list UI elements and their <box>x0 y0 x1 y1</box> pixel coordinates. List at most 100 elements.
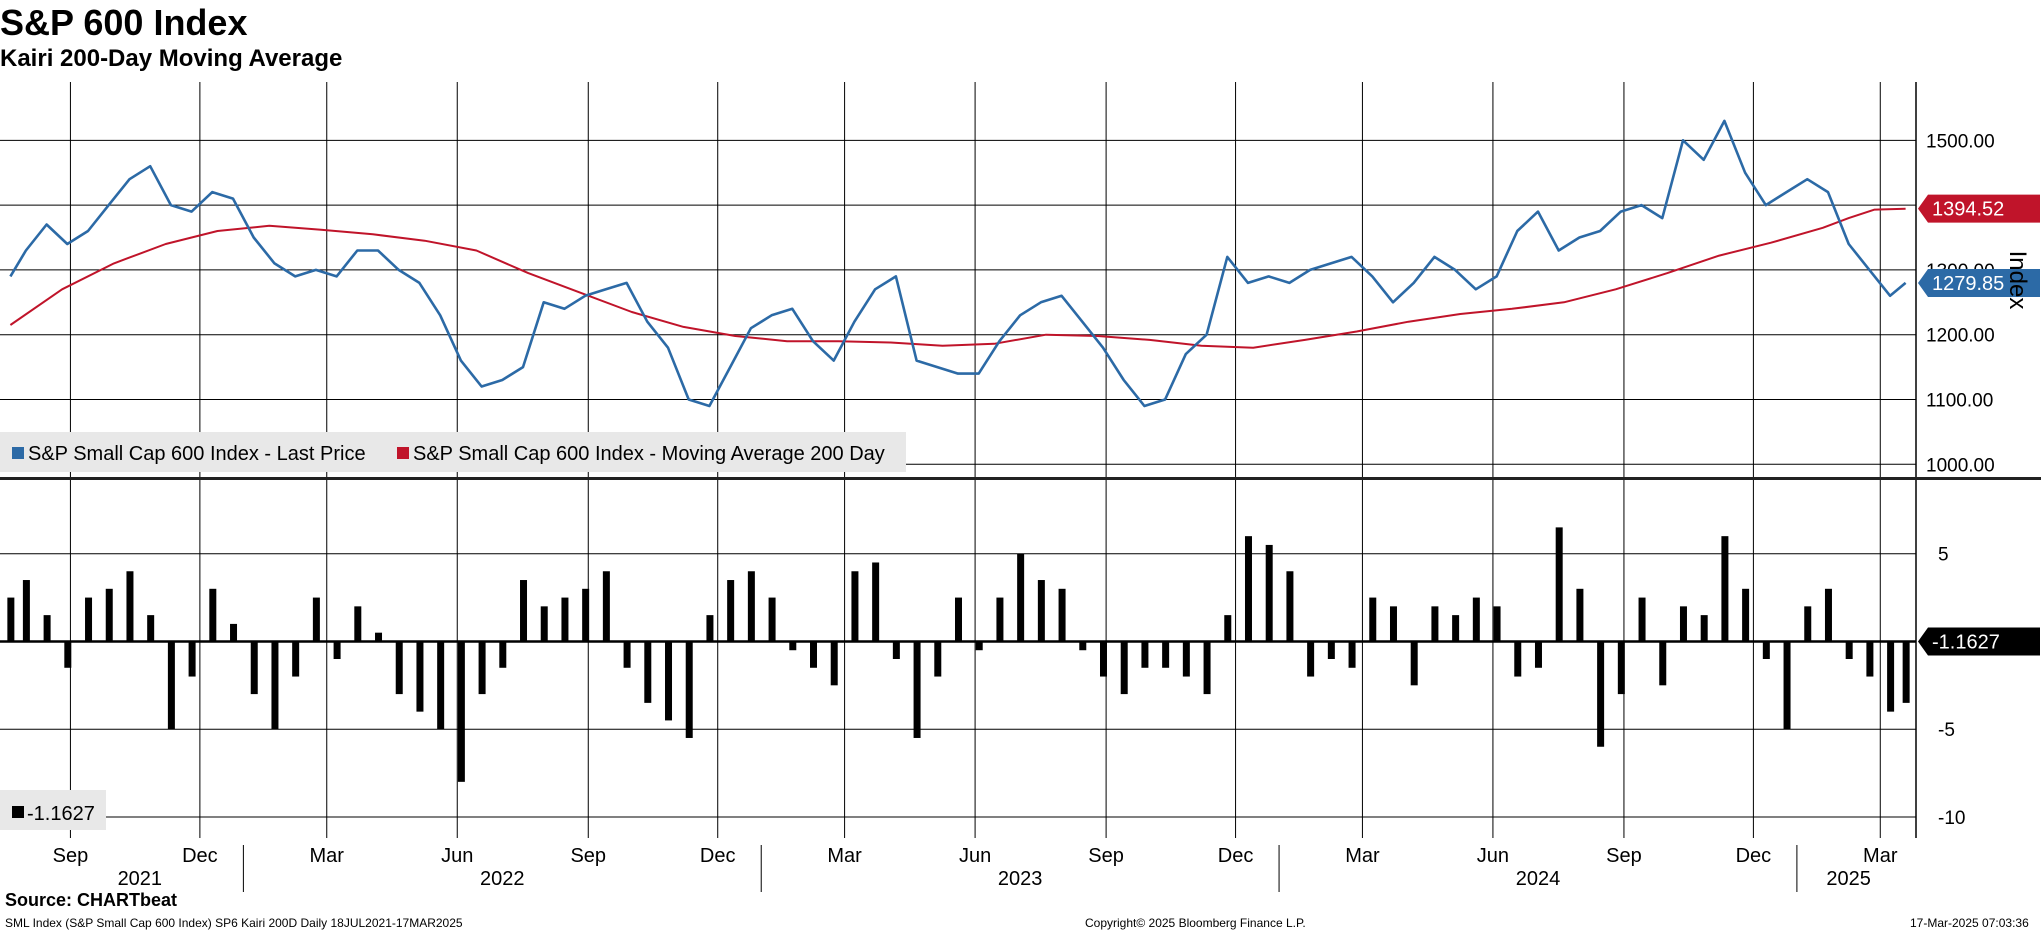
kairi-bar <box>1902 641 1910 703</box>
last-price-tag-shape <box>1918 268 2040 297</box>
ma-value-tag-text: 1394.52 <box>1932 199 2004 221</box>
kairi-bar <box>1742 588 1750 642</box>
kairi-bar <box>312 597 320 642</box>
kairi-bar <box>333 641 341 659</box>
price-tick-label: 1500.00 <box>1926 131 1995 152</box>
kairi-value-tag-shape <box>1918 627 2040 656</box>
kairi-bar <box>602 571 610 642</box>
kairi-bar <box>1203 641 1211 695</box>
kairi-value-tag: -1.1627 <box>1918 627 2040 656</box>
chart-subtitle: Kairi 200-Day Moving Average <box>0 45 343 72</box>
panel-separator <box>0 477 2041 480</box>
kairi-bar <box>1783 641 1791 730</box>
kairi-bar <box>1162 641 1170 668</box>
kairi-bar <box>913 641 921 738</box>
kairi-bar <box>375 632 383 642</box>
last-price-line <box>9 119 1907 408</box>
kairi-bar <box>167 641 175 730</box>
kairi-bar <box>851 571 859 642</box>
kairi-bar <box>996 597 1004 642</box>
kairi-bar <box>1597 641 1605 747</box>
kairi-bar <box>1369 597 1377 642</box>
kairi-bar <box>644 641 652 703</box>
kairi-bar <box>1079 641 1087 651</box>
price-tick-label: 1000.00 <box>1926 455 1995 476</box>
kairi-bar <box>975 641 983 651</box>
kairi-legend-label: -1.1627 <box>27 803 95 825</box>
kairi-bar <box>520 580 528 642</box>
kairi-bar <box>706 615 714 642</box>
kairi-bar <box>85 597 93 642</box>
kairi-bar <box>1472 597 1480 642</box>
kairi-bar <box>395 641 403 695</box>
month-tick-label: Sep <box>1088 845 1124 867</box>
month-tick-label: Dec <box>700 845 736 867</box>
kairi-bar <box>1887 641 1895 712</box>
last-price-legend-label: S&P Small Cap 600 Index - Last Price <box>28 443 366 465</box>
kairi-bar <box>126 571 134 642</box>
kairi-bar <box>955 597 962 642</box>
kairi-bar <box>499 641 507 668</box>
kairi-bar <box>188 641 196 677</box>
last-price-legend-swatch <box>12 447 24 459</box>
moving-average-line <box>9 207 1906 349</box>
kairi-bar <box>1576 588 1584 642</box>
kairi-bar <box>1555 527 1563 642</box>
kairi-bar <box>830 641 838 686</box>
month-tick-label: Jun <box>959 845 991 867</box>
kairi-bar <box>64 641 72 668</box>
chart-title: S&P 600 Index <box>0 2 248 43</box>
kairi-bar <box>934 641 942 677</box>
kairi-bar <box>1182 641 1190 677</box>
kairi-bar <box>561 597 569 642</box>
moving-average-legend-label: S&P Small Cap 600 Index - Moving Average… <box>413 443 885 465</box>
kairi-bar <box>292 641 300 677</box>
last-price-tag-text: 1279.85 <box>1932 273 2004 295</box>
kairi-bar <box>1700 615 1708 642</box>
kairi-bar <box>7 597 15 642</box>
month-tick-label: Sep <box>53 845 89 867</box>
price-tick-label: 1100.00 <box>1926 390 1993 411</box>
month-tick-label: Jun <box>441 845 473 867</box>
kairi-bar <box>1824 588 1832 642</box>
kairi-bar <box>1265 544 1273 642</box>
month-tick-label: Sep <box>570 845 606 867</box>
kairi-bar <box>1431 606 1439 642</box>
kairi-bar <box>872 562 880 642</box>
source-label: Source: CHARTbeat <box>5 890 178 910</box>
kairi-bar <box>1244 536 1252 642</box>
kairi-bar <box>1617 641 1625 695</box>
kairi-bar <box>1514 641 1522 677</box>
kairi-bar <box>1762 641 1770 659</box>
timestamp-text: 17-Mar-2025 07:03:36 <box>1910 916 2029 930</box>
kairi-bar <box>457 641 465 782</box>
kairi-bar <box>1224 615 1232 642</box>
kairi-bar <box>1307 641 1315 677</box>
copyright-text: Copyright© 2025 Bloomberg Finance L.P. <box>1085 916 1306 930</box>
kairi-bar <box>1452 615 1460 642</box>
kairi-bar <box>1327 641 1335 659</box>
kairi-bar <box>1866 641 1874 677</box>
kairi-bar <box>437 641 445 730</box>
kairi-bar <box>1721 536 1729 642</box>
moving-average-legend-swatch <box>397 447 409 459</box>
kairi-bar <box>1804 606 1812 642</box>
kairi-bar <box>540 606 548 642</box>
kairi-bar <box>582 588 590 642</box>
kairi-bar <box>250 641 258 695</box>
kairi-bar <box>810 641 818 668</box>
kairi-tick-label: -5 <box>1938 720 1955 741</box>
kairi-bar <box>747 571 755 642</box>
kairi-bar <box>623 641 631 668</box>
kairi-bar <box>1493 606 1501 642</box>
kairi-bar <box>105 588 113 642</box>
kairi-bar <box>1017 553 1025 642</box>
kairi-bar <box>1389 606 1397 642</box>
kairi-value-tag-text: -1.1627 <box>1932 631 2000 653</box>
kairi-bar <box>892 641 900 659</box>
month-tick-label: Mar <box>827 845 862 867</box>
kairi-bar <box>209 588 217 642</box>
kairi-bar <box>1099 641 1107 677</box>
kairi-bar <box>354 606 362 642</box>
ticker-info: SML Index (S&P Small Cap 600 Index) SP6 … <box>5 916 463 930</box>
